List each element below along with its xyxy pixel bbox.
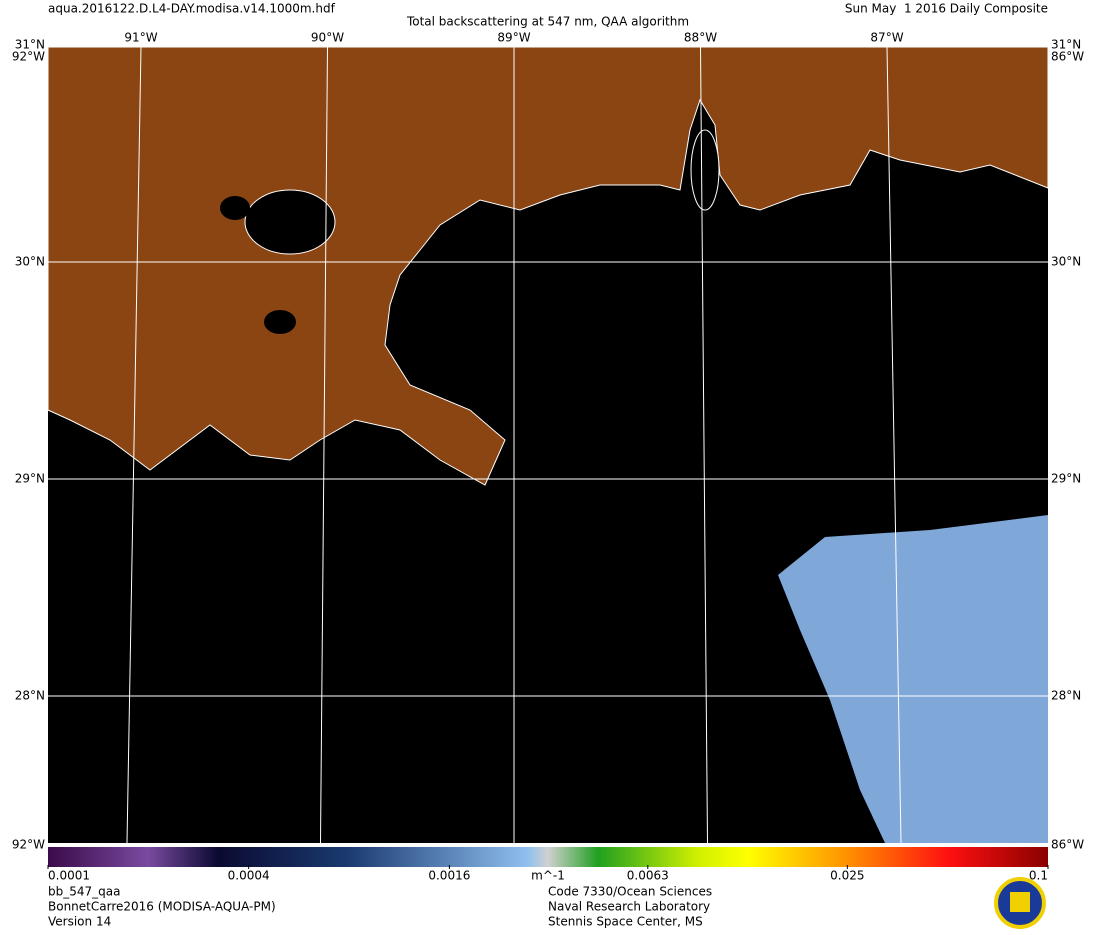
meridian	[886, 46, 902, 844]
lon-label: 89°W	[497, 31, 530, 45]
corner-label: 92°W	[12, 838, 45, 852]
lake	[220, 196, 250, 220]
lon-label: 88°W	[684, 31, 717, 45]
meridian	[320, 46, 328, 844]
footer-text: Stennis Space Center, MS	[548, 915, 703, 929]
lake	[264, 310, 296, 334]
lat-label: 28°N	[15, 689, 45, 703]
colorbar-label: 0.0001	[48, 869, 90, 883]
bay	[690, 129, 720, 211]
lat-label: 30°N	[1051, 255, 1081, 269]
colorbar-label: 0.0004	[228, 869, 270, 883]
lake	[244, 189, 336, 255]
corner-label: 31°N	[15, 38, 45, 52]
logo	[994, 877, 1046, 929]
corner-label: 31°N	[1051, 38, 1081, 52]
meridian	[126, 46, 142, 844]
footer-text: BonnetCarre2016 (MODISA-AQUA-PM)	[48, 900, 276, 914]
corner-label: 86°W	[1051, 50, 1084, 64]
land	[47, 46, 1049, 486]
colorbar	[48, 847, 1048, 867]
colorbar-label: 0.0063	[627, 869, 669, 883]
colorbar-unit: m^-1	[531, 869, 565, 883]
file-name: aqua.2016122.D.L4-DAY.modisa.v14.1000m.h…	[48, 2, 336, 16]
data-swath	[778, 515, 1048, 843]
lat-label: 29°N	[15, 472, 45, 486]
lat-label: 29°N	[1051, 472, 1081, 486]
corner-label: 86°W	[1051, 838, 1084, 852]
lon-label: 91°W	[124, 31, 157, 45]
lat-label: 28°N	[1051, 689, 1081, 703]
lon-label: 90°W	[311, 31, 344, 45]
map	[47, 46, 1049, 843]
date: Sun May 1 2016 Daily Composite	[845, 2, 1048, 16]
footer-text: Version 14	[48, 915, 111, 929]
colorbar-label: 0.0016	[428, 869, 470, 883]
graticule	[48, 46, 1048, 844]
footer-text: Naval Research Laboratory	[548, 900, 710, 914]
meridian	[700, 46, 708, 844]
colorbar-label: 0.025	[830, 869, 864, 883]
lat-label: 30°N	[15, 255, 45, 269]
lon-label: 87°W	[870, 31, 903, 45]
colorbar-label: 0.1	[1029, 869, 1048, 883]
footer-text: bb_547_qaa	[48, 885, 120, 899]
footer-text: Code 7330/Ocean Sciences	[548, 885, 712, 899]
corner-label: 92°W	[12, 50, 45, 64]
map-title: Total backscattering at 547 nm, QAA algo…	[406, 15, 689, 29]
